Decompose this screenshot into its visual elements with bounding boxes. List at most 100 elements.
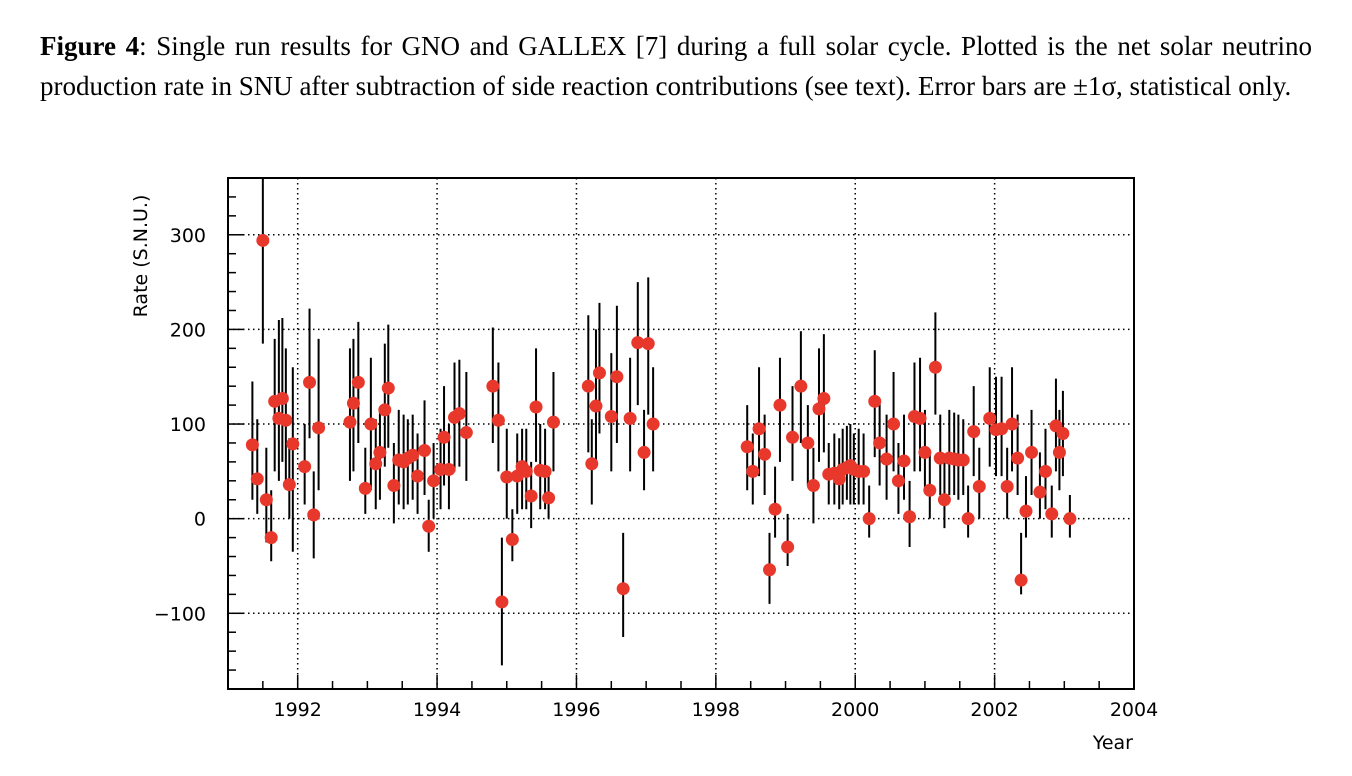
data-point xyxy=(972,479,986,493)
data-point xyxy=(604,409,618,423)
data-point xyxy=(406,448,420,462)
data-point xyxy=(427,474,441,488)
data-point xyxy=(773,398,787,412)
data-point xyxy=(1033,485,1047,499)
data-point xyxy=(768,502,782,516)
data-point xyxy=(286,437,300,451)
data-point xyxy=(887,417,901,431)
data-point xyxy=(282,478,296,492)
data-point xyxy=(491,413,505,427)
data-point xyxy=(1063,512,1077,526)
x-tick-label: 1994 xyxy=(413,699,461,721)
x-axis-label: Year xyxy=(1092,732,1133,754)
data-point xyxy=(437,430,451,444)
data-point xyxy=(524,489,538,503)
figure-label: Figure 4 xyxy=(40,31,140,61)
data-point xyxy=(495,595,509,609)
data-point xyxy=(1019,504,1033,518)
data-point xyxy=(442,462,456,476)
data-point xyxy=(891,474,905,488)
data-point xyxy=(500,470,514,484)
data-point xyxy=(1056,427,1070,440)
y-tick-label: 200 xyxy=(170,319,206,341)
data-point xyxy=(581,379,595,393)
data-point xyxy=(623,411,637,425)
data-point xyxy=(486,379,500,393)
data-point xyxy=(250,472,264,486)
y-tick-label: 300 xyxy=(170,225,206,247)
data-point xyxy=(923,483,937,497)
data-point xyxy=(752,422,766,436)
data-point xyxy=(903,510,917,524)
y-tick-label: 100 xyxy=(170,414,206,436)
data-point xyxy=(381,381,395,395)
data-point xyxy=(983,411,997,425)
data-point xyxy=(794,379,808,393)
data-point xyxy=(897,454,911,468)
data-point xyxy=(312,421,326,435)
data-point xyxy=(245,438,259,452)
data-point xyxy=(1025,445,1039,459)
tick-labels: 1992 1994 1996 1998 2000 2002 2004 −100 0 100 200 3… xyxy=(154,225,1158,721)
data-point xyxy=(373,445,387,459)
data-point xyxy=(967,425,981,439)
data-point xyxy=(505,532,519,546)
x-tick-label: 1992 xyxy=(274,699,322,721)
data-point xyxy=(637,445,651,459)
data-point xyxy=(592,366,606,380)
axis-ticks xyxy=(227,177,1135,690)
data-point xyxy=(298,460,312,474)
data-point xyxy=(303,375,317,389)
data-point xyxy=(546,415,560,429)
data-point xyxy=(880,452,894,466)
data-point xyxy=(918,445,932,459)
y-tick-label: −100 xyxy=(154,603,206,625)
data-point xyxy=(1052,445,1066,459)
data-point xyxy=(358,481,372,495)
data-point xyxy=(740,440,754,454)
data-point xyxy=(387,479,401,493)
x-tick-label: 2002 xyxy=(970,699,1018,721)
data-point xyxy=(806,479,820,493)
data-point xyxy=(364,417,378,431)
data-point xyxy=(610,370,624,384)
data-point xyxy=(307,508,321,522)
data-point xyxy=(746,464,760,478)
data-point xyxy=(279,413,293,427)
data-point xyxy=(1005,417,1019,431)
data-point xyxy=(631,336,645,350)
data-point xyxy=(1014,573,1028,587)
x-tick-label: 1996 xyxy=(552,699,600,721)
data-point xyxy=(452,407,466,421)
data-point xyxy=(422,519,436,533)
data-point xyxy=(1045,507,1059,521)
data-points xyxy=(245,233,1077,609)
data-point xyxy=(369,457,383,471)
data-point xyxy=(801,436,815,450)
x-tick-label: 2000 xyxy=(831,699,879,721)
data-point xyxy=(1000,479,1014,493)
figure-caption: Figure 4: Single run results for GNO and… xyxy=(40,26,1312,106)
data-point xyxy=(418,444,432,458)
data-point xyxy=(1011,451,1025,465)
data-point xyxy=(781,540,795,554)
data-point xyxy=(275,391,289,405)
data-point xyxy=(956,453,970,467)
data-point xyxy=(763,563,777,577)
x-tick-label: 1998 xyxy=(692,699,740,721)
data-point xyxy=(933,451,947,465)
data-point xyxy=(817,391,831,405)
data-point xyxy=(862,512,876,526)
figure-caption-text: : Single run results for GNO and GALLEX … xyxy=(40,31,1312,101)
data-point xyxy=(346,396,360,410)
data-point xyxy=(995,422,1009,436)
data-point xyxy=(937,493,951,507)
data-point xyxy=(913,411,927,425)
data-point xyxy=(259,493,273,507)
data-point xyxy=(378,403,392,417)
y-tick-label: 0 xyxy=(194,509,206,531)
data-point xyxy=(786,430,800,444)
data-point xyxy=(961,512,975,526)
data-point xyxy=(542,491,556,505)
